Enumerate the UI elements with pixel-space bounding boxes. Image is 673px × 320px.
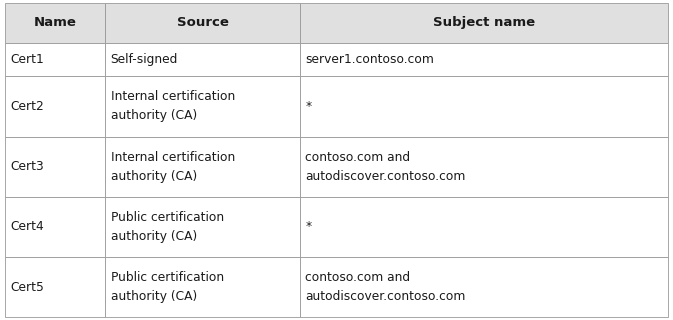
Bar bbox=[300, 3, 668, 43]
Bar bbox=[5, 43, 105, 76]
Text: contoso.com and
autodiscover.contoso.com: contoso.com and autodiscover.contoso.com bbox=[306, 151, 466, 183]
Text: Public certification
authority (CA): Public certification authority (CA) bbox=[110, 211, 224, 243]
Text: *: * bbox=[306, 220, 312, 234]
Bar bbox=[105, 137, 300, 197]
Bar bbox=[5, 197, 105, 257]
Text: Cert2: Cert2 bbox=[11, 100, 44, 113]
Bar bbox=[300, 137, 668, 197]
Text: Internal certification
authority (CA): Internal certification authority (CA) bbox=[110, 91, 235, 123]
Bar bbox=[300, 257, 668, 317]
Text: Self-signed: Self-signed bbox=[110, 53, 178, 66]
Bar bbox=[105, 3, 300, 43]
Text: Cert5: Cert5 bbox=[11, 281, 44, 294]
Bar bbox=[5, 137, 105, 197]
Text: Source: Source bbox=[177, 16, 229, 29]
Bar bbox=[105, 76, 300, 137]
Text: Public certification
authority (CA): Public certification authority (CA) bbox=[110, 271, 224, 303]
Text: *: * bbox=[306, 100, 312, 113]
Bar bbox=[5, 3, 105, 43]
Bar bbox=[105, 43, 300, 76]
Bar bbox=[5, 76, 105, 137]
Text: Internal certification
authority (CA): Internal certification authority (CA) bbox=[110, 151, 235, 183]
Bar bbox=[5, 257, 105, 317]
Bar bbox=[105, 257, 300, 317]
Bar bbox=[105, 197, 300, 257]
Bar bbox=[300, 197, 668, 257]
Text: Cert3: Cert3 bbox=[11, 160, 44, 173]
Text: Name: Name bbox=[34, 16, 77, 29]
Text: Cert4: Cert4 bbox=[11, 220, 44, 234]
Bar bbox=[300, 43, 668, 76]
Text: Subject name: Subject name bbox=[433, 16, 535, 29]
Bar bbox=[300, 76, 668, 137]
Text: contoso.com and
autodiscover.contoso.com: contoso.com and autodiscover.contoso.com bbox=[306, 271, 466, 303]
Text: server1.contoso.com: server1.contoso.com bbox=[306, 53, 434, 66]
Text: Cert1: Cert1 bbox=[11, 53, 44, 66]
